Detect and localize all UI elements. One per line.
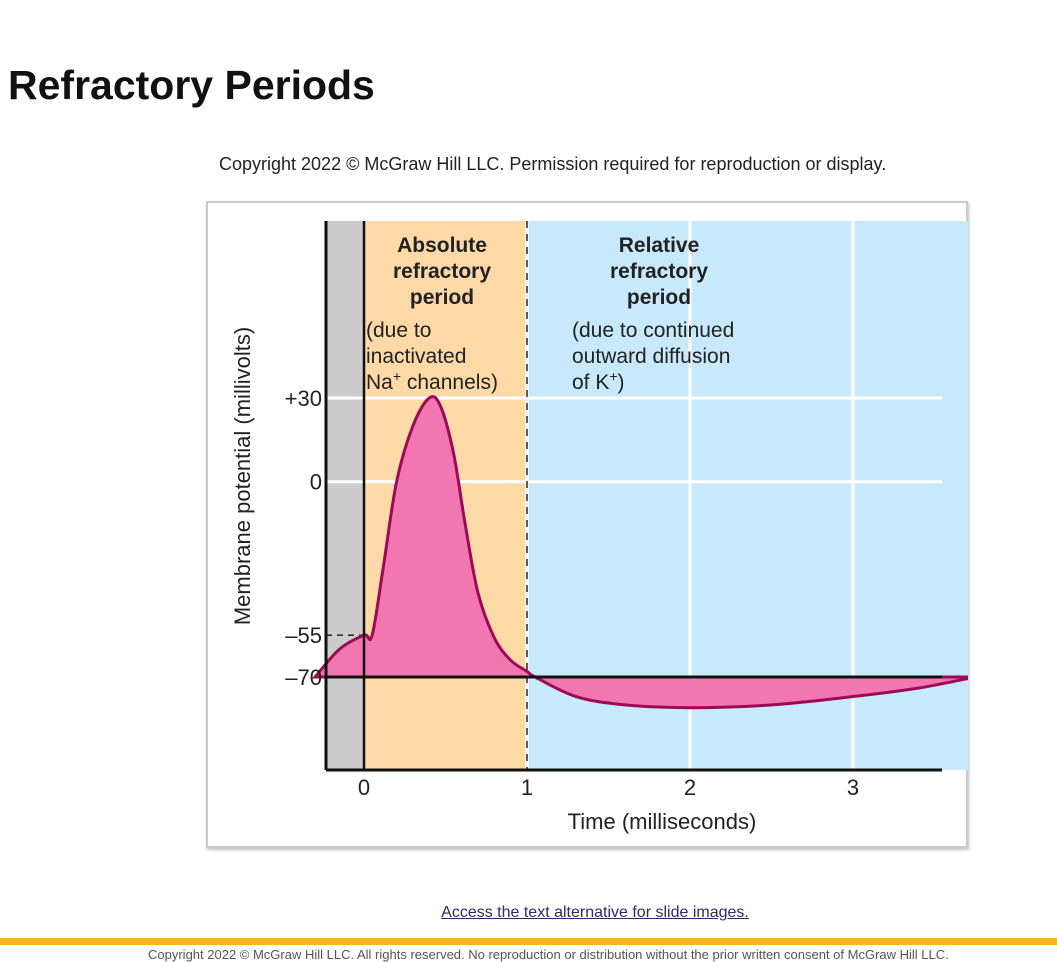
relative-title-line-2: refractory <box>610 260 708 283</box>
slide-title: Refractory Periods <box>8 62 375 108</box>
relative-title-line-3: period <box>627 286 691 309</box>
y-tick-label: –70 <box>285 665 322 690</box>
na-channels-text: channels) <box>401 371 498 394</box>
action-potential-curve <box>311 395 968 710</box>
k-symbol: of K <box>572 371 609 394</box>
na-symbol: Na <box>366 371 393 394</box>
refractory-chart: 012345+300–55–70 Time (milliseconds) Mem… <box>230 221 968 834</box>
relative-note-line-3: of K+) <box>572 368 625 394</box>
absolute-title-line-3: period <box>410 286 474 309</box>
absolute-title-line-1: Absolute <box>397 234 487 257</box>
y-tick-label: 0 <box>310 470 322 495</box>
x-tick-label: 3 <box>847 775 859 800</box>
x-tick-label: 2 <box>684 775 696 800</box>
copyright-notice: Copyright 2022 © McGraw Hill LLC. Permis… <box>219 154 887 174</box>
x-tick-label: 0 <box>358 775 370 800</box>
k-superscript: + <box>609 368 617 384</box>
x-axis-label: Time (milliseconds) <box>568 809 757 834</box>
absolute-note-line-3: Na+ channels) <box>366 368 498 394</box>
y-tick-label: –55 <box>285 623 322 648</box>
relative-note-line-1: (due to continued <box>572 319 734 342</box>
x-tick-label: 1 <box>521 775 533 800</box>
absolute-note-line-1: (due to <box>366 319 431 342</box>
relative-title-line-1: Relative <box>619 234 700 257</box>
axes <box>324 221 942 772</box>
absolute-period-annotation: Absolute refractory period (due to inact… <box>366 234 498 394</box>
y-tick-label: +30 <box>285 386 322 411</box>
tick-labels: 012345+300–55–70 <box>285 386 859 800</box>
k-close-paren: ) <box>618 371 625 394</box>
relative-period-annotation: Relative refractory period (due to conti… <box>572 234 734 394</box>
na-superscript: + <box>393 368 401 384</box>
relative-note-line-2: outward diffusion <box>572 345 730 368</box>
absolute-title-line-2: refractory <box>393 260 491 283</box>
absolute-note-line-2: inactivated <box>366 345 466 368</box>
text-alternative-link[interactable]: Access the text alternative for slide im… <box>441 904 749 921</box>
y-axis-label: Membrane potential (millivolts) <box>230 327 255 625</box>
footer-bar <box>0 938 1057 945</box>
